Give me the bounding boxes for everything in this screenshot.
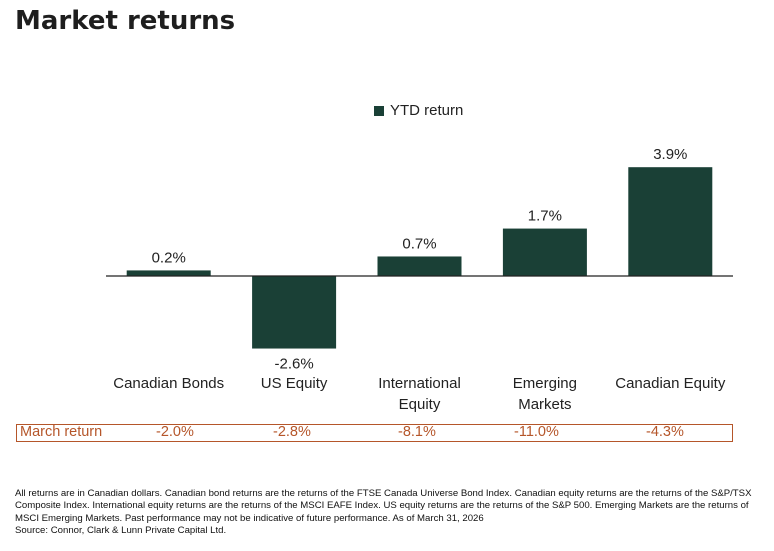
march-return-value: -4.3% [646,424,684,440]
march-return-value: -2.8% [273,424,311,440]
march-return-value: -8.1% [398,424,436,440]
march-return-value: -11.0% [514,424,559,440]
page-title: Market returns [15,6,236,36]
march-return-row [16,424,733,442]
data-label: 0.2% [152,249,186,266]
category-label: Emerging Markets [513,375,577,413]
data-label: 1.7% [528,208,562,225]
data-label: -2.6% [275,356,314,373]
category-label: International Equity [378,375,461,413]
bar-canadian-equity [628,167,713,276]
bar-emerging-markets [502,228,587,276]
data-label: 3.9% [653,146,687,163]
data-label: 0.7% [402,235,436,252]
bar-us-equity [252,276,337,349]
chart-legend: YTD return [374,102,463,119]
bar-canadian-bonds [126,270,211,276]
footnote-source: Source: Connor, Clark & Lunn Private Cap… [15,525,227,537]
category-label: Canadian Bonds [113,375,224,392]
footnote: All returns are in Canadian dollars. Can… [15,488,765,538]
march-return-label: March return [20,424,103,440]
category-label: Canadian Equity [615,375,726,392]
footnote-text: All returns are in Canadian dollars. Can… [15,488,752,524]
bar-international-equity [377,256,462,276]
legend-label: YTD return [390,102,464,119]
category-label: US Equity [261,375,328,392]
march-return-value: -2.0% [156,424,194,440]
bar-chart: 0.2% Canadian Bonds -2.6% US Equity 0.7% Inte… [106,146,733,413]
legend-swatch-icon [374,105,384,116]
